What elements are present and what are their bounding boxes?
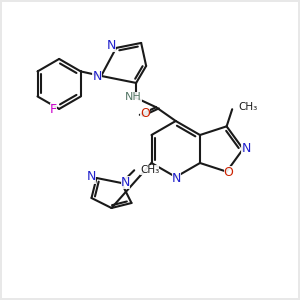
Text: N: N xyxy=(172,172,182,184)
Text: CH₃: CH₃ xyxy=(140,165,160,175)
Text: N: N xyxy=(242,142,251,154)
Text: O: O xyxy=(140,107,150,120)
Text: NH: NH xyxy=(125,92,142,102)
Text: N: N xyxy=(92,70,102,83)
Text: F: F xyxy=(50,103,57,116)
Text: N: N xyxy=(106,39,116,52)
Text: O: O xyxy=(224,166,234,179)
Text: N: N xyxy=(121,176,130,188)
Text: CH₃: CH₃ xyxy=(238,102,257,112)
Text: N: N xyxy=(87,170,96,184)
